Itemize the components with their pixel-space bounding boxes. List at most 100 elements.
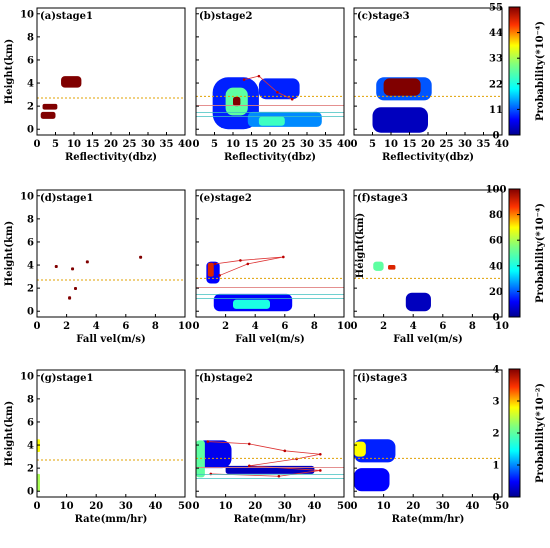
x-tick-label: 4 [93, 321, 100, 332]
y-tick-label: 8 [27, 394, 34, 405]
colorbar-gradient [508, 6, 521, 136]
x-tick-label: 20 [248, 501, 262, 512]
heatmap-region-f-0 [373, 261, 384, 271]
x-tick-label: 30 [300, 139, 314, 150]
x-axis-title-b: Reflectivity(dbz) [224, 152, 316, 163]
heatmap-region-d-2 [85, 260, 89, 264]
x-axis-title-c: Reflectivity(dbz) [382, 152, 474, 163]
heatmap-region-a-2 [40, 111, 56, 119]
heatmap-region-a-1 [42, 103, 58, 110]
x-tick-label: 5 [369, 139, 376, 150]
colorbar-tick-label: 55 [489, 3, 503, 14]
heatmap-region-f-1 [388, 265, 396, 270]
panel-frame-a [36, 7, 186, 136]
heatmap-region-b-4 [258, 116, 285, 126]
y-axis-title-g: Height(km) [4, 401, 15, 466]
colorbar-tick-label: 0 [493, 131, 500, 142]
y-tick-label: 8 [27, 32, 34, 43]
y-tick-label: 6 [27, 417, 34, 428]
contour-outline-e [215, 256, 284, 276]
panel-d: (d)stage1 0 2 4 6 8 10 Fall vel(m/s) 0 2 4 6 8 10 Heig… [4, 189, 192, 345]
contour-point-b-2 [257, 74, 261, 78]
contour-point-h-1 [247, 442, 251, 446]
heatmap-region-d-4 [74, 286, 77, 290]
contour-point-e-4 [218, 274, 221, 277]
colorbar-tick-label: 0 [493, 313, 500, 324]
heatmap-region-e-3 [233, 299, 270, 309]
x-tick-label: 5 [52, 139, 59, 150]
x-tick-label: 0 [193, 501, 200, 512]
x-tick-label: 10 [337, 321, 351, 332]
x-tick-label: 8 [152, 321, 159, 332]
x-axis-title-a: Reflectivity(dbz) [65, 152, 157, 163]
panel-label-h: (h)stage2 [199, 373, 253, 384]
x-tick-label: 40 [495, 139, 509, 150]
y-tick-label: 0 [27, 487, 34, 498]
y-tick-label: 10 [20, 191, 34, 202]
heatmap-region-f-2 [405, 292, 431, 312]
x-tick-label: 10 [384, 139, 398, 150]
colorbar-tick-label: 0 [493, 493, 500, 504]
x-axis-title-f: Fall vel(m/s) [393, 334, 462, 345]
x-tick-label: 10 [495, 321, 509, 332]
y-tick-label: 6 [27, 55, 34, 66]
contour-point-e-1 [239, 259, 242, 262]
x-tick-label: 4 [252, 321, 259, 332]
x-tick-label: 25 [123, 139, 137, 150]
x-tick-label: 10 [67, 139, 81, 150]
x-tick-label: 40 [307, 501, 321, 512]
contour-point-e-0 [213, 262, 217, 266]
panel-label-i: (i)stage3 [357, 373, 407, 384]
colorbar-tick-label: 3 [493, 397, 500, 408]
x-tick-label: 10 [219, 501, 233, 512]
colorbar-tick-label: 22 [489, 79, 503, 90]
heatmap-region-d-3 [68, 296, 72, 300]
panel-label-d: (d)stage1 [40, 193, 94, 204]
x-tick-label: 8 [469, 321, 476, 332]
contour-point-h-3 [319, 452, 322, 456]
x-tick-label: 0 [34, 321, 41, 332]
panel-label-g: (g)stage1 [40, 373, 94, 384]
panel-frame-i [353, 369, 503, 498]
contour-point-h-0 [206, 440, 210, 443]
panel-frame-e [195, 189, 345, 318]
colorbar-tick-label: 44 [489, 28, 503, 39]
panel-e: (e)stage2 0 2 4 6 8 10 Fall vel(m/s) [193, 189, 351, 345]
x-tick-label: 30 [278, 501, 292, 512]
y-tick-label: 2 [27, 102, 34, 113]
x-axis-title-e: Fall vel(m/s) [235, 334, 304, 345]
x-tick-label: 6 [439, 321, 446, 332]
contour-point-b-1 [276, 90, 279, 94]
panel-b: (b)stage2 0 5 10 15 20 25 30 35 40 Reflectivity(db… [193, 7, 351, 163]
colorbar-title: Probability(*10⁻²) [535, 383, 546, 483]
x-tick-label: 50 [337, 501, 351, 512]
y-tick-label: 4 [27, 261, 34, 272]
heatmap-cells [196, 440, 322, 478]
heatmap-cells [354, 439, 396, 492]
heatmap-cells [372, 77, 432, 133]
x-axis-title-d: Fall vel(m/s) [76, 334, 145, 345]
x-tick-label: 20 [104, 139, 118, 150]
heatmap-region-d-0 [54, 265, 58, 269]
heatmap-region-i-1 [354, 441, 366, 457]
y-tick-label: 4 [27, 79, 34, 90]
x-tick-label: 50 [495, 501, 509, 512]
x-tick-label: 6 [281, 321, 288, 332]
panel-h: (h)stage2 0 10 20 30 40 50 Rate(mm/hr) [193, 369, 351, 525]
y-tick-label: 4 [27, 441, 34, 452]
x-tick-label: 2 [63, 321, 70, 332]
x-tick-label: 30 [436, 501, 450, 512]
colorbar-reflectivity: 0 11 22 33 44 55 Probability(*10⁻⁴) [489, 3, 546, 142]
x-tick-label: 0 [351, 321, 358, 332]
panel-frame-f [353, 189, 503, 318]
y-tick-label: 0 [27, 307, 34, 318]
x-tick-label: 20 [89, 501, 103, 512]
panel-frame-d [36, 189, 186, 318]
x-tick-label: 15 [245, 139, 259, 150]
heatmap-region-g-1 [37, 473, 40, 492]
panel-label-c: (c)stage3 [357, 11, 410, 22]
x-tick-label: 25 [282, 139, 296, 150]
